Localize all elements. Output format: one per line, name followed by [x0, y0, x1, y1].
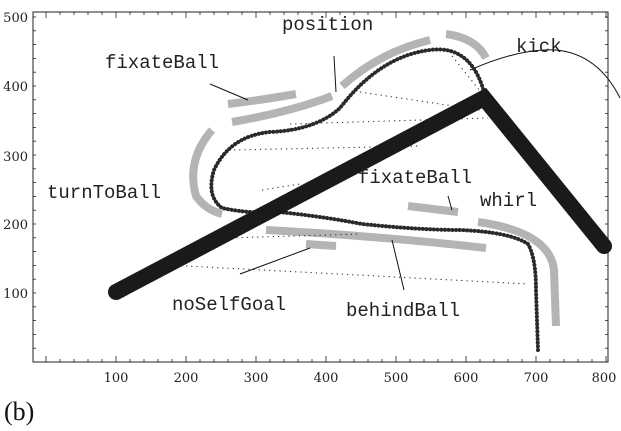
- x-tick-label: 500: [384, 371, 409, 386]
- gray-segment-position-lower: [231, 92, 334, 126]
- leader-fixateball-right: [447, 195, 453, 211]
- plot-frame: [32, 11, 609, 363]
- gray-segment-whirl: [477, 218, 560, 327]
- leader-position: [333, 55, 337, 93]
- label-fixateball-right: fixateBall: [358, 167, 472, 189]
- x-tick-label: 700: [524, 371, 549, 386]
- x-tick-label: 200: [174, 371, 199, 386]
- label-fixateball-top: fixateBall: [105, 52, 219, 74]
- label-whirl: whirl: [480, 190, 537, 212]
- y-tick-label: 200: [3, 218, 28, 233]
- y-tick-label: 300: [3, 150, 28, 165]
- gray-segment-behindball: [265, 226, 487, 252]
- label-behindball: behindBall: [346, 300, 460, 322]
- dotted-connector: [261, 183, 301, 191]
- x-tick-label: 300: [244, 371, 269, 386]
- label-position: position: [282, 14, 373, 36]
- y-tick-label: 400: [3, 80, 28, 95]
- leader-noselfgoal: [239, 247, 311, 275]
- dotted-connector: [185, 265, 529, 285]
- y-tick-label: 500: [3, 11, 28, 26]
- trajectory-beaded: [209, 47, 540, 352]
- ball-path: [108, 87, 612, 300]
- label-turntoball: turnToBall: [47, 182, 161, 204]
- leader-behindball: [391, 239, 405, 291]
- x-tick-label: 600: [454, 371, 479, 386]
- x-tick-label: 400: [314, 371, 339, 386]
- gray-segment-fixateball-top: [227, 90, 297, 108]
- label-kick: kick: [516, 36, 562, 58]
- panel-label: (b): [4, 397, 34, 426]
- gray-segment-position-upper: [339, 36, 431, 89]
- x-tick-label: 800: [592, 371, 617, 386]
- y-tick-label: 100: [3, 287, 28, 302]
- leader-fixateball-top: [209, 83, 249, 101]
- gray-segment-nolfgoal: [305, 240, 337, 250]
- x-tick-label: 100: [104, 371, 129, 386]
- gray-segment-fixateball-right: [407, 202, 459, 216]
- gray-segment-kick: [445, 30, 490, 60]
- gray-segment-turntoball: [189, 127, 224, 218]
- dotted-connector: [289, 117, 489, 125]
- label-noselfgoal: noSelfGoal: [172, 294, 286, 316]
- trajectory-thin-loop: [469, 49, 621, 99]
